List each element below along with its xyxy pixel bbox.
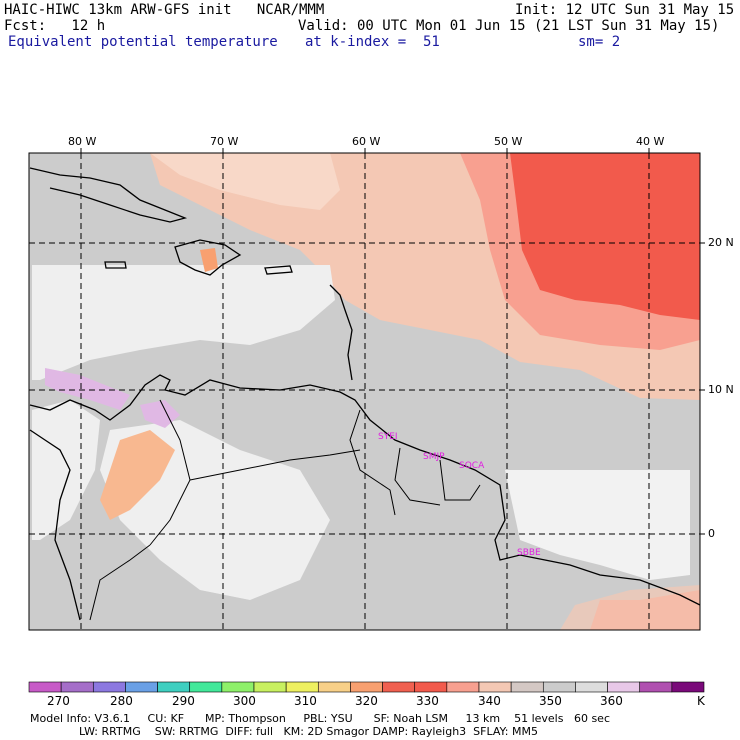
init-time: Init: 12 UTC Sun 31 May 15 xyxy=(515,2,735,18)
field-contour-330 xyxy=(510,153,700,320)
axis-ticks xyxy=(80,148,705,535)
header-title: HAIC-HIWC 13km ARW-GFS init NCAR/MMM xyxy=(4,2,325,18)
central-america-coastline xyxy=(29,429,81,621)
colorbar-swatch xyxy=(446,681,480,693)
model-info-line2: LW: RRTMG SW: RRTMG DIFF: full KM: 2D Sm… xyxy=(30,725,538,738)
colorbar-tick: 300 xyxy=(233,694,256,708)
station-label: SOCA xyxy=(459,461,485,471)
lon-label: 80 W xyxy=(68,135,97,148)
colorbar-swatch xyxy=(60,681,94,693)
colorbar-swatch xyxy=(157,681,191,693)
lon-label: 70 W xyxy=(210,135,239,148)
colorbar-swatch xyxy=(671,681,705,693)
colorbar-tick: 280 xyxy=(110,694,133,708)
colorbar-swatch xyxy=(542,681,576,693)
lon-label: 40 W xyxy=(636,135,665,148)
cuba-coastline xyxy=(29,167,188,223)
colorbar-tick: 320 xyxy=(355,694,378,708)
colorbar-swatch xyxy=(28,681,62,693)
coastlines xyxy=(29,167,700,621)
colorbar-swatch xyxy=(317,681,351,693)
map-frame xyxy=(28,152,701,631)
valid-time: Valid: 00 UTC Mon 01 Jun 15 (21 LST Sun … xyxy=(298,18,720,34)
colorbar-tick: 340 xyxy=(478,694,501,708)
field-contour-355-atlantic xyxy=(505,470,690,580)
colorbar-tick: 360 xyxy=(600,694,623,708)
lat-lon-grid xyxy=(29,153,700,630)
colorbar-swatch xyxy=(575,681,608,693)
colorbar-swatch xyxy=(639,681,673,693)
station-label: SMJP xyxy=(423,452,445,462)
station-label: SBBE xyxy=(517,548,541,558)
smoothing: sm= 2 xyxy=(578,34,621,50)
field-contour-325-andes xyxy=(100,430,175,520)
level-index: at k-index = 51 xyxy=(305,34,440,50)
colorbar-swatch xyxy=(253,681,287,693)
model-info-line1: Model Info: V3.6.1 CU: KF MP: Thompson P… xyxy=(30,712,610,725)
colorbar-swatch xyxy=(478,681,512,693)
colorbar-swatch xyxy=(382,681,416,693)
field-contour-325-hispaniola xyxy=(200,248,218,272)
lon-label: 60 W xyxy=(352,135,381,148)
lat-label: 10 N xyxy=(708,383,734,396)
colorbar-swatch xyxy=(607,681,641,693)
suriname-border xyxy=(394,447,441,506)
hispaniola-coastline xyxy=(174,239,242,276)
colorbar-swatch xyxy=(125,681,158,693)
field-name: Equivalent potential temperature xyxy=(8,34,278,50)
french-guiana-border xyxy=(439,459,481,501)
lat-label: 20 N xyxy=(708,236,734,249)
station-label: SYEI xyxy=(378,432,398,442)
colorbar-swatch xyxy=(92,681,126,693)
colorbar-swatch xyxy=(285,681,319,693)
brazil-peru-border xyxy=(89,544,151,621)
colorbar-swatch xyxy=(414,681,448,693)
colorbar-tick: 350 xyxy=(539,694,562,708)
south-america-north-coast xyxy=(29,374,700,606)
field-contour-345-south xyxy=(560,585,700,630)
colorbar-swatch xyxy=(221,681,255,693)
lat-label: 0 xyxy=(708,527,715,540)
colorbar-swatch xyxy=(510,681,544,693)
colorbar-tick: 330 xyxy=(416,694,439,708)
jamaica-coastline xyxy=(104,261,127,269)
forecast-hour: Fcst: 12 h xyxy=(4,18,106,34)
lon-label: 50 W xyxy=(494,135,523,148)
field-contour-365-a xyxy=(45,368,130,410)
lesser-antilles-coastline xyxy=(329,284,353,381)
colorbar-swatch xyxy=(350,681,383,693)
colorbar xyxy=(28,681,705,693)
field-contour-355-west xyxy=(32,400,100,540)
colorbar-tick: 270 xyxy=(47,694,70,708)
colorbar-tick: 290 xyxy=(172,694,195,708)
field-contour-345-west xyxy=(150,153,340,210)
guyana-border xyxy=(349,409,396,516)
field-contour-355-caribbean xyxy=(32,265,335,380)
colorbar-swatch xyxy=(189,681,223,693)
colorbar-tick: 310 xyxy=(294,694,317,708)
colorbar-unit: K xyxy=(697,694,705,708)
puerto-rico-coastline xyxy=(264,265,293,275)
